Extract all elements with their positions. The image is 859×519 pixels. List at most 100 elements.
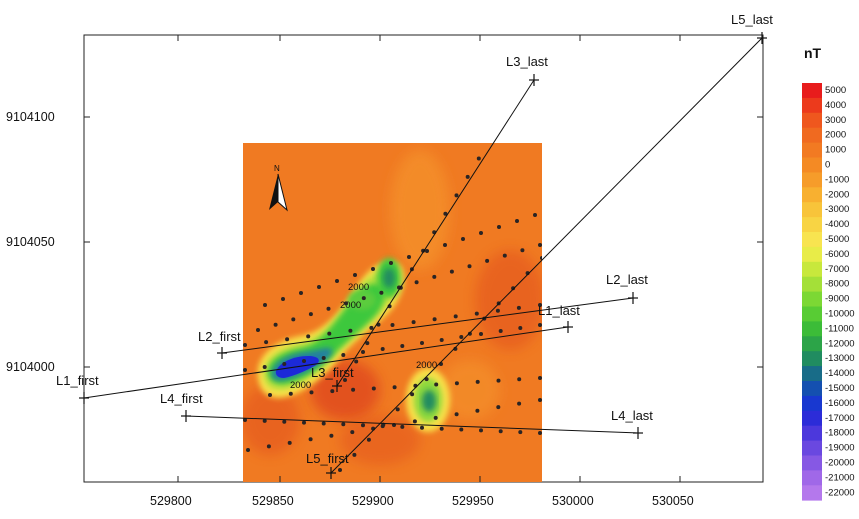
colorbar-swatch	[802, 157, 822, 173]
red-zone-center	[310, 360, 380, 420]
station-point	[262, 418, 267, 423]
station-point	[371, 267, 375, 271]
station-point	[361, 296, 366, 301]
station-point	[538, 398, 542, 402]
colorbar-swatch	[802, 187, 822, 203]
station-point	[459, 427, 464, 432]
station-point	[443, 243, 447, 247]
station-point	[496, 405, 501, 410]
station-point	[371, 386, 376, 391]
station-point	[518, 326, 523, 330]
station-point	[538, 376, 542, 380]
north-arrow-left	[269, 174, 278, 210]
station-point	[449, 269, 454, 274]
station-point	[538, 431, 542, 435]
station-point	[453, 314, 458, 319]
colorbar-labels: 5000 4000 3000 2000 1000 0 -1000 -2000 -3000 -400…	[825, 85, 855, 498]
station-point	[420, 341, 424, 345]
station-point	[517, 401, 522, 406]
station-point	[538, 243, 542, 247]
colorbar-label: -14000	[825, 368, 855, 379]
label-L2-last: L2_last	[606, 272, 648, 287]
colorbar-swatch	[802, 232, 822, 248]
station-point	[540, 256, 542, 260]
station-point	[443, 211, 448, 216]
station-point	[273, 322, 278, 327]
station-point	[459, 335, 464, 339]
x-tick-label: 529800	[150, 494, 192, 508]
colorbar-label: -11000	[825, 323, 854, 334]
y-tick-label: 9104100	[6, 110, 55, 124]
colorbar-swatch	[802, 381, 822, 397]
station-point	[407, 255, 411, 259]
colorbar-label: -9000	[825, 294, 849, 305]
colorbar-label: -17000	[825, 413, 855, 424]
label-L4-first: L4_first	[160, 391, 203, 406]
station-point	[475, 408, 480, 413]
station-point	[353, 273, 357, 277]
colorbar-label: -12000	[825, 338, 855, 349]
station-point	[411, 320, 416, 325]
colorbar-swatch	[802, 425, 822, 441]
station-point	[335, 279, 339, 283]
colorbar-label: -22000	[825, 487, 855, 498]
station-point	[425, 249, 429, 253]
station-point	[454, 381, 459, 386]
station-point	[264, 340, 269, 345]
station-point	[341, 422, 346, 427]
station-point	[496, 378, 501, 383]
station-point	[439, 426, 444, 431]
line-L2	[221, 297, 634, 354]
station-point	[302, 359, 306, 363]
colorbar-label: 4000	[825, 100, 846, 111]
north-arrow: N	[269, 164, 288, 212]
station-point	[266, 444, 271, 449]
colorbar-label: 1000	[825, 145, 846, 156]
colorbar-swatch	[802, 485, 822, 501]
station-point	[256, 328, 260, 332]
station-point	[341, 353, 346, 357]
colorbar-label: -15000	[825, 383, 855, 394]
station-point	[538, 323, 542, 327]
station-point	[420, 425, 424, 430]
station-point	[282, 362, 287, 366]
line-L5	[330, 37, 763, 474]
station-point	[412, 419, 417, 424]
station-point	[410, 392, 415, 397]
station-point	[326, 306, 331, 311]
red-zone-left	[243, 385, 300, 455]
colorbar-swatch	[802, 470, 822, 486]
contour-label: 2000	[416, 360, 437, 371]
station-point	[485, 258, 490, 263]
x-tick-label: 529950	[452, 494, 494, 508]
colorbar-label: -2000	[825, 189, 849, 200]
y-tick-label: 9104050	[6, 235, 55, 249]
station-point	[243, 343, 247, 347]
station-point	[461, 237, 465, 241]
colorbar: nT 5000 4000 3000 2000 1000 0 -1000 -2000 -3000 -…	[802, 45, 855, 501]
station-point	[380, 347, 385, 351]
x-axis-labels: 529800 529850 529900 529950 530000 53005…	[150, 494, 694, 508]
station-point	[308, 437, 313, 442]
station-point	[348, 328, 353, 333]
station-point	[474, 311, 479, 316]
label-L4-last: L4_last	[611, 408, 653, 423]
station-point	[338, 468, 342, 472]
station-point	[350, 430, 355, 435]
colorbar-label: -10000	[825, 309, 855, 320]
colorbar-swatch	[802, 455, 822, 471]
colorbar-label: -18000	[825, 428, 855, 439]
station-point	[533, 213, 537, 217]
station-point	[476, 156, 481, 161]
axis-tick-marks	[84, 35, 763, 482]
station-point	[432, 274, 437, 279]
label-L5-first: L5_first	[306, 451, 349, 466]
station-point	[308, 312, 313, 317]
station-point	[497, 225, 501, 229]
label-L3-first: L3_first	[311, 365, 354, 380]
colorbar-swatch	[802, 395, 822, 412]
colorbar-swatch	[802, 112, 822, 129]
station-point	[343, 378, 347, 382]
station-point	[321, 356, 326, 360]
station-point	[434, 382, 439, 387]
